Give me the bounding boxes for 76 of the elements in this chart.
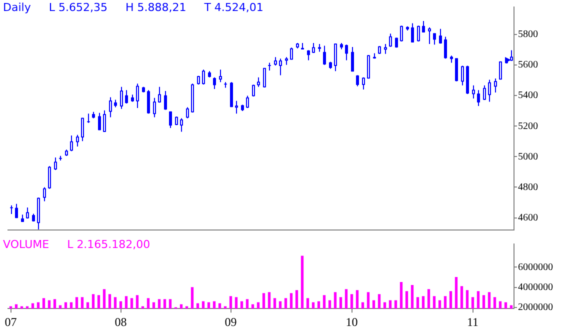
candlestick <box>213 76 216 90</box>
y-tick-label: 5400 <box>518 90 538 102</box>
x-tick-label: 11 <box>466 314 479 329</box>
annotation: L 5.652,35 <box>48 1 108 14</box>
x-tick-label: 08 <box>114 314 127 329</box>
candlestick <box>422 20 425 33</box>
candlestick <box>384 43 387 54</box>
x-tick-label: 07 <box>4 314 17 329</box>
candlestick <box>230 82 233 108</box>
candlestick <box>70 134 73 152</box>
candlestick <box>428 26 431 44</box>
candlestick <box>488 79 491 102</box>
y-tick-label: 6000000 <box>518 262 553 273</box>
candlestick <box>400 25 403 42</box>
candlestick <box>147 90 150 114</box>
candlestick <box>252 84 255 97</box>
candlestick <box>483 84 486 101</box>
candlestick <box>54 156 57 170</box>
candlestick <box>43 186 46 202</box>
annotation: L 2.165.182,00 <box>67 238 150 251</box>
candlestick <box>439 28 442 44</box>
candlestick <box>153 97 156 118</box>
candlestick <box>411 22 414 42</box>
y-tick-label: 5200 <box>518 120 538 132</box>
candlestick <box>125 90 128 104</box>
candlestick <box>367 54 370 79</box>
candlestick <box>81 118 84 142</box>
candlestick <box>246 95 249 108</box>
candlestick <box>164 90 167 110</box>
candlestick <box>494 78 497 94</box>
candlestick <box>323 45 326 66</box>
y-tick-label: 4600 <box>518 212 538 224</box>
candlestick <box>433 33 436 46</box>
candlestick <box>334 43 337 72</box>
candlestick <box>279 58 282 76</box>
y-tick-label: 4800 <box>518 182 538 193</box>
candlestick <box>219 69 222 83</box>
candlestick <box>444 36 447 60</box>
candlestick <box>235 100 238 114</box>
annotation: H 5.888,21 <box>125 1 186 14</box>
candlestick <box>499 61 502 80</box>
y-tick-label: 5600 <box>518 60 538 71</box>
candlestick <box>257 76 260 88</box>
candlestick <box>263 68 266 88</box>
candlestick <box>15 203 18 218</box>
chart-title: VOLUME <box>3 238 50 251</box>
candlestick <box>389 33 392 48</box>
x-tick-label: 10 <box>346 314 358 329</box>
candlestick <box>180 118 183 132</box>
candlestick <box>472 84 475 99</box>
annotation: T 4.524,01 <box>204 1 264 14</box>
y-tick-label: 4000000 <box>518 282 553 294</box>
candlestick <box>345 44 348 61</box>
chart-title: Daily <box>3 1 31 14</box>
x-tick-label: 09 <box>224 314 237 329</box>
candlestick <box>169 111 172 128</box>
candlestick <box>158 86 161 104</box>
candlestick <box>136 83 139 108</box>
candlestick <box>307 50 310 61</box>
y-tick-label: 2000000 <box>518 302 553 314</box>
candlestick <box>103 110 106 132</box>
candlestick <box>351 46 354 72</box>
candlestick <box>48 166 51 190</box>
candlestick <box>312 42 315 54</box>
candlestick <box>98 112 101 130</box>
candlestick <box>510 50 513 62</box>
candlestick <box>461 65 464 86</box>
y-tick-label: 5800 <box>518 29 538 40</box>
candlestick <box>417 25 420 42</box>
candlestick <box>76 134 79 147</box>
y-tick-label: 5000 <box>518 151 538 162</box>
candlestick <box>202 69 205 85</box>
candlestick <box>120 86 123 110</box>
candlestick <box>109 96 112 118</box>
candlestick <box>477 90 480 106</box>
candlestick <box>362 76 365 90</box>
